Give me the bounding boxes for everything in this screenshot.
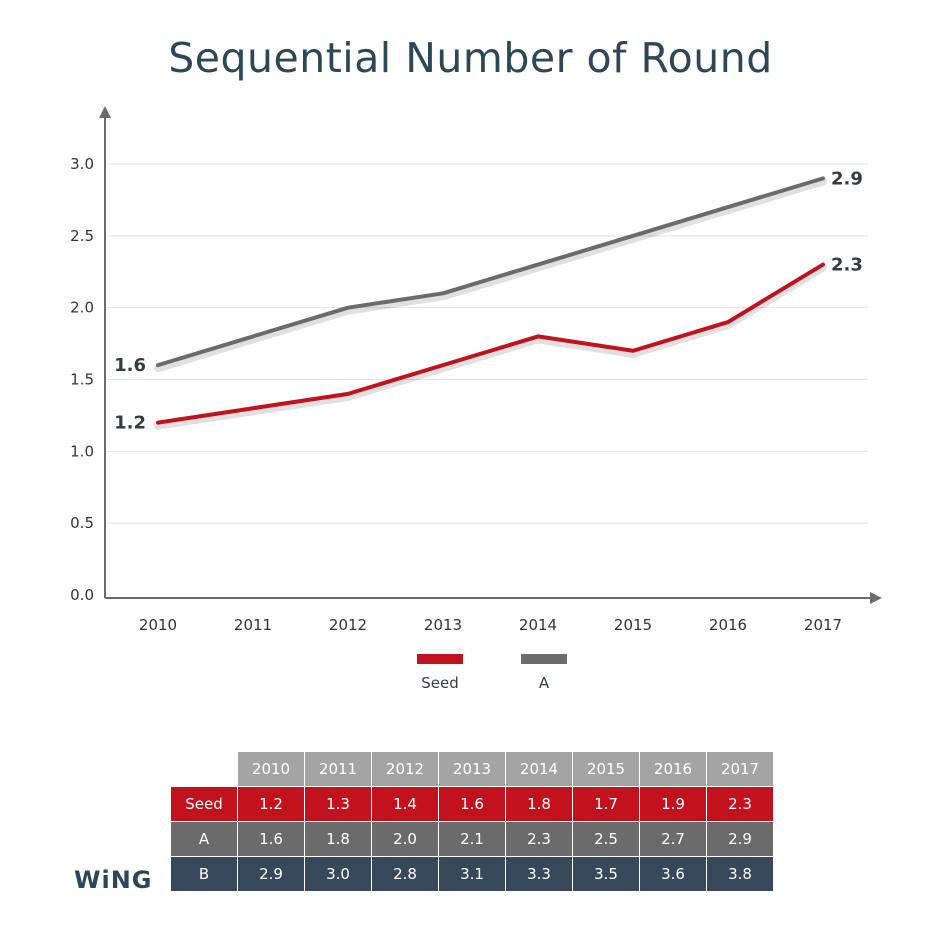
x-tick-label: 2011: [234, 616, 272, 634]
x-tick-label: 2017: [804, 616, 842, 634]
series-end-label: 2.3: [831, 255, 863, 276]
table-corner: [171, 752, 237, 786]
table-cell: 3.0: [305, 857, 371, 891]
table-header-cell: 2011: [305, 752, 371, 786]
table-cell: 2.8: [372, 857, 438, 891]
y-tick-label: 3.0: [70, 155, 94, 173]
y-tick-label: 0.0: [70, 586, 94, 604]
table-cell: 2.5: [573, 822, 639, 856]
table-cell: 2.7: [640, 822, 706, 856]
table-header-cell: 2010: [238, 752, 304, 786]
table-header-cell: 2017: [707, 752, 773, 786]
x-tick-label: 2016: [709, 616, 747, 634]
table-header-cell: 2014: [506, 752, 572, 786]
table-cell: 2.9: [238, 857, 304, 891]
table-header-cell: 2015: [573, 752, 639, 786]
table-header-row: 2010 2011 2012 2013 2014 2015 2016 2017: [171, 752, 773, 786]
x-tick-label: 2012: [329, 616, 367, 634]
table-cell: 3.3: [506, 857, 572, 891]
table-row-label: A: [171, 822, 237, 856]
series-line-seed: [156, 262, 825, 425]
table-row: Seed 1.2 1.3 1.4 1.6 1.8 1.7 1.9 2.3: [171, 787, 773, 821]
data-table: 2010 2011 2012 2013 2014 2015 2016 2017 …: [170, 751, 774, 892]
table-cell: 1.3: [305, 787, 371, 821]
x-tick-label: 2014: [519, 616, 557, 634]
table-row: A 1.6 1.8 2.0 2.1 2.3 2.5 2.7 2.9: [171, 822, 773, 856]
table-cell: 1.8: [506, 787, 572, 821]
series-end-label: 2.9: [831, 168, 863, 189]
table-row-label: Seed: [171, 787, 237, 821]
table-cell: 1.6: [439, 787, 505, 821]
x-tick-label: 2010: [139, 616, 177, 634]
table-row: B 2.9 3.0 2.8 3.1 3.3 3.5 3.6 3.8: [171, 857, 773, 891]
table-cell: 3.5: [573, 857, 639, 891]
table-row-label: B: [171, 857, 237, 891]
table-cell: 2.9: [707, 822, 773, 856]
series-lines: [154, 176, 827, 430]
table-cell: 1.2: [238, 787, 304, 821]
y-axis-arrow: [99, 106, 111, 118]
series-start-label: 1.2: [114, 413, 146, 434]
series-start-label: 1.6: [114, 355, 146, 376]
table-cell: 3.8: [707, 857, 773, 891]
table-cell: 3.6: [640, 857, 706, 891]
table-cell: 1.4: [372, 787, 438, 821]
series-shadow: [154, 263, 827, 430]
legend: Seed A: [417, 654, 567, 692]
series-line-a: [156, 176, 825, 368]
legend-swatch-a: [521, 654, 567, 664]
line-chart: 0.0 0.5 1.0 1.5 2.0 2.5 3.0 2010 2011 2012 2013 201…: [70, 106, 882, 692]
y-tick-label: 2.0: [70, 299, 94, 317]
x-tick-label: 2015: [614, 616, 652, 634]
series-shadow: [154, 177, 827, 373]
x-axis-arrow: [870, 592, 882, 604]
table-header-cell: 2013: [439, 752, 505, 786]
table-cell: 1.9: [640, 787, 706, 821]
table-cell: 2.1: [439, 822, 505, 856]
legend-label: Seed: [421, 674, 459, 692]
table-header-cell: 2016: [640, 752, 706, 786]
legend-swatch-seed: [417, 654, 463, 664]
table-cell: 2.0: [372, 822, 438, 856]
y-tick-label: 1.5: [70, 371, 94, 389]
y-tick-label: 2.5: [70, 227, 94, 245]
table-cell: 1.6: [238, 822, 304, 856]
table-cell: 1.8: [305, 822, 371, 856]
chart-title: Sequential Number of Round: [168, 34, 773, 82]
table-cell: 3.1: [439, 857, 505, 891]
labels: 0.0 0.5 1.0 1.5 2.0 2.5 3.0 2010 2011 2012 2013 201…: [70, 155, 863, 634]
x-tick-label: 2013: [424, 616, 462, 634]
y-tick-label: 0.5: [70, 514, 94, 532]
grid-lines: [105, 163, 868, 524]
table-cell: 2.3: [506, 822, 572, 856]
axes: [99, 106, 882, 604]
table-cell: 2.3: [707, 787, 773, 821]
legend-label: A: [539, 674, 550, 692]
table-header-cell: 2012: [372, 752, 438, 786]
table-cell: 1.7: [573, 787, 639, 821]
wing-logo: WiNG: [74, 866, 153, 894]
y-tick-label: 1.0: [70, 442, 94, 460]
